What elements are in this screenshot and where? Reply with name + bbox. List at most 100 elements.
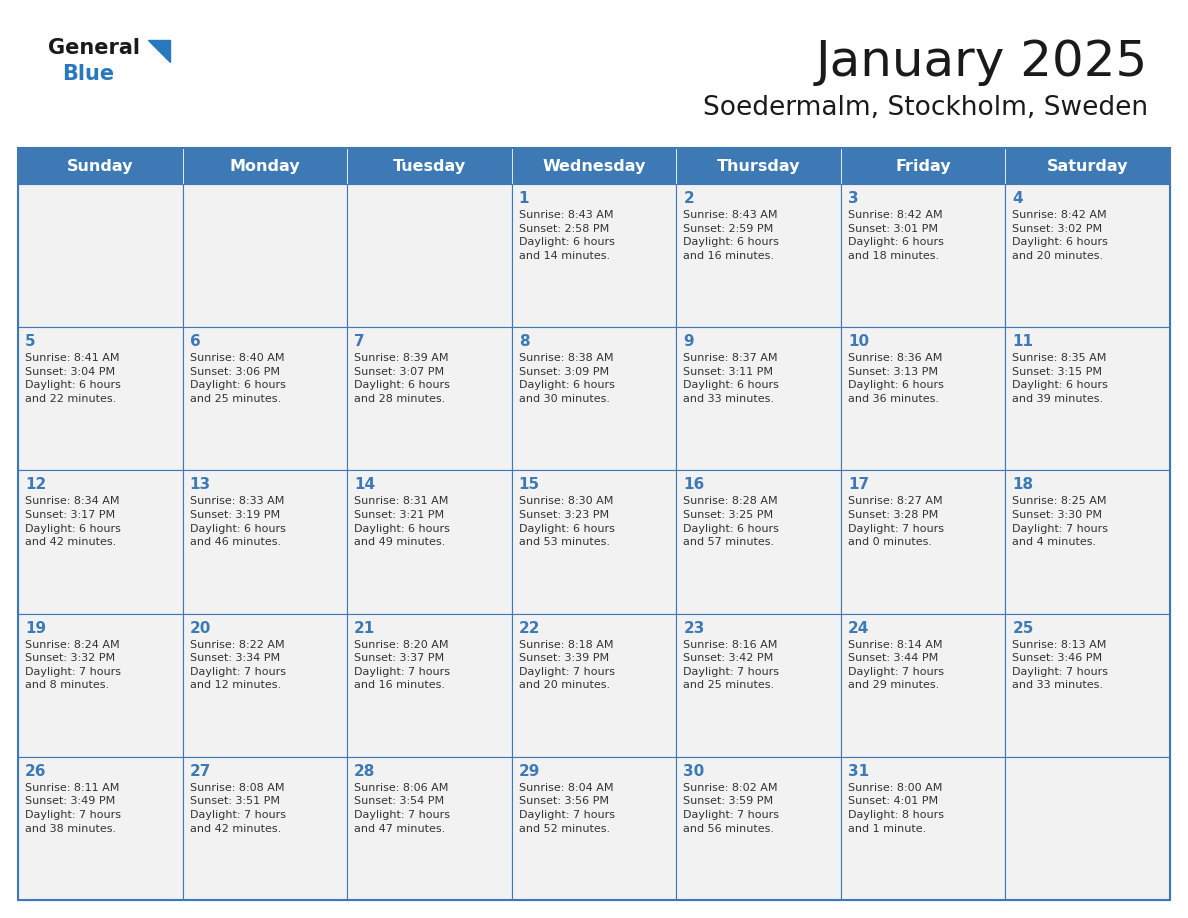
Bar bbox=[1005, 148, 1170, 184]
Text: Sunrise: 8:35 AM
Sunset: 3:15 PM
Daylight: 6 hours
and 39 minutes.: Sunrise: 8:35 AM Sunset: 3:15 PM Dayligh… bbox=[1012, 353, 1108, 404]
Text: Sunrise: 8:40 AM
Sunset: 3:06 PM
Daylight: 6 hours
and 25 minutes.: Sunrise: 8:40 AM Sunset: 3:06 PM Dayligh… bbox=[190, 353, 285, 404]
Bar bbox=[347, 613, 512, 756]
Bar bbox=[1005, 184, 1170, 327]
Text: Sunrise: 8:14 AM
Sunset: 3:44 PM
Daylight: 7 hours
and 29 minutes.: Sunrise: 8:14 AM Sunset: 3:44 PM Dayligh… bbox=[848, 640, 943, 690]
Bar bbox=[841, 184, 1005, 327]
Text: Sunrise: 8:34 AM
Sunset: 3:17 PM
Daylight: 6 hours
and 42 minutes.: Sunrise: 8:34 AM Sunset: 3:17 PM Dayligh… bbox=[25, 497, 121, 547]
Text: 15: 15 bbox=[519, 477, 539, 492]
Text: Thursday: Thursday bbox=[716, 159, 801, 174]
Text: Soedermalm, Stockholm, Sweden: Soedermalm, Stockholm, Sweden bbox=[703, 95, 1148, 121]
Text: Sunrise: 8:25 AM
Sunset: 3:30 PM
Daylight: 7 hours
and 4 minutes.: Sunrise: 8:25 AM Sunset: 3:30 PM Dayligh… bbox=[1012, 497, 1108, 547]
Text: Sunrise: 8:39 AM
Sunset: 3:07 PM
Daylight: 6 hours
and 28 minutes.: Sunrise: 8:39 AM Sunset: 3:07 PM Dayligh… bbox=[354, 353, 450, 404]
Text: Sunrise: 8:42 AM
Sunset: 3:01 PM
Daylight: 6 hours
and 18 minutes.: Sunrise: 8:42 AM Sunset: 3:01 PM Dayligh… bbox=[848, 210, 943, 261]
Text: Sunrise: 8:31 AM
Sunset: 3:21 PM
Daylight: 6 hours
and 49 minutes.: Sunrise: 8:31 AM Sunset: 3:21 PM Dayligh… bbox=[354, 497, 450, 547]
Text: Sunrise: 8:08 AM
Sunset: 3:51 PM
Daylight: 7 hours
and 42 minutes.: Sunrise: 8:08 AM Sunset: 3:51 PM Dayligh… bbox=[190, 783, 285, 834]
Text: Sunrise: 8:13 AM
Sunset: 3:46 PM
Daylight: 7 hours
and 33 minutes.: Sunrise: 8:13 AM Sunset: 3:46 PM Dayligh… bbox=[1012, 640, 1108, 690]
Bar bbox=[183, 470, 347, 613]
Text: General: General bbox=[48, 38, 140, 58]
Text: 23: 23 bbox=[683, 621, 704, 635]
Bar bbox=[18, 184, 183, 327]
Text: Sunrise: 8:42 AM
Sunset: 3:02 PM
Daylight: 6 hours
and 20 minutes.: Sunrise: 8:42 AM Sunset: 3:02 PM Dayligh… bbox=[1012, 210, 1108, 261]
Text: 13: 13 bbox=[190, 477, 210, 492]
Bar bbox=[183, 327, 347, 470]
Text: Sunrise: 8:27 AM
Sunset: 3:28 PM
Daylight: 7 hours
and 0 minutes.: Sunrise: 8:27 AM Sunset: 3:28 PM Dayligh… bbox=[848, 497, 943, 547]
Bar bbox=[18, 148, 1170, 900]
Text: 29: 29 bbox=[519, 764, 541, 778]
Text: 30: 30 bbox=[683, 764, 704, 778]
Text: Friday: Friday bbox=[896, 159, 950, 174]
Bar bbox=[676, 148, 841, 184]
Text: Sunrise: 8:11 AM
Sunset: 3:49 PM
Daylight: 7 hours
and 38 minutes.: Sunrise: 8:11 AM Sunset: 3:49 PM Dayligh… bbox=[25, 783, 121, 834]
Text: 8: 8 bbox=[519, 334, 530, 349]
Bar bbox=[676, 184, 841, 327]
Bar bbox=[512, 184, 676, 327]
Text: 7: 7 bbox=[354, 334, 365, 349]
Text: Sunrise: 8:41 AM
Sunset: 3:04 PM
Daylight: 6 hours
and 22 minutes.: Sunrise: 8:41 AM Sunset: 3:04 PM Dayligh… bbox=[25, 353, 121, 404]
Text: 22: 22 bbox=[519, 621, 541, 635]
Bar bbox=[347, 148, 512, 184]
Text: 4: 4 bbox=[1012, 191, 1023, 206]
Text: 11: 11 bbox=[1012, 334, 1034, 349]
Polygon shape bbox=[148, 40, 170, 62]
Text: Sunrise: 8:02 AM
Sunset: 3:59 PM
Daylight: 7 hours
and 56 minutes.: Sunrise: 8:02 AM Sunset: 3:59 PM Dayligh… bbox=[683, 783, 779, 834]
Text: Sunrise: 8:43 AM
Sunset: 2:59 PM
Daylight: 6 hours
and 16 minutes.: Sunrise: 8:43 AM Sunset: 2:59 PM Dayligh… bbox=[683, 210, 779, 261]
Bar bbox=[841, 756, 1005, 900]
Bar bbox=[347, 470, 512, 613]
Text: 27: 27 bbox=[190, 764, 211, 778]
Bar bbox=[1005, 613, 1170, 756]
Bar bbox=[676, 470, 841, 613]
Bar bbox=[1005, 470, 1170, 613]
Text: 25: 25 bbox=[1012, 621, 1034, 635]
Bar bbox=[512, 756, 676, 900]
Text: 17: 17 bbox=[848, 477, 868, 492]
Text: Blue: Blue bbox=[62, 64, 114, 84]
Text: Saturday: Saturday bbox=[1047, 159, 1129, 174]
Text: Sunrise: 8:20 AM
Sunset: 3:37 PM
Daylight: 7 hours
and 16 minutes.: Sunrise: 8:20 AM Sunset: 3:37 PM Dayligh… bbox=[354, 640, 450, 690]
Text: 1: 1 bbox=[519, 191, 529, 206]
Text: 12: 12 bbox=[25, 477, 46, 492]
Text: 24: 24 bbox=[848, 621, 870, 635]
Bar bbox=[18, 756, 183, 900]
Bar bbox=[347, 184, 512, 327]
Bar bbox=[841, 470, 1005, 613]
Bar bbox=[676, 613, 841, 756]
Text: Sunrise: 8:16 AM
Sunset: 3:42 PM
Daylight: 7 hours
and 25 minutes.: Sunrise: 8:16 AM Sunset: 3:42 PM Dayligh… bbox=[683, 640, 779, 690]
Text: 16: 16 bbox=[683, 477, 704, 492]
Bar bbox=[512, 148, 676, 184]
Text: 18: 18 bbox=[1012, 477, 1034, 492]
Bar bbox=[1005, 756, 1170, 900]
Text: 20: 20 bbox=[190, 621, 211, 635]
Text: Sunday: Sunday bbox=[67, 159, 133, 174]
Bar bbox=[18, 613, 183, 756]
Text: 19: 19 bbox=[25, 621, 46, 635]
Text: 31: 31 bbox=[848, 764, 868, 778]
Text: 9: 9 bbox=[683, 334, 694, 349]
Text: Sunrise: 8:06 AM
Sunset: 3:54 PM
Daylight: 7 hours
and 47 minutes.: Sunrise: 8:06 AM Sunset: 3:54 PM Dayligh… bbox=[354, 783, 450, 834]
Bar bbox=[18, 470, 183, 613]
Bar bbox=[18, 148, 183, 184]
Bar bbox=[183, 148, 347, 184]
Text: 3: 3 bbox=[848, 191, 859, 206]
Text: Sunrise: 8:22 AM
Sunset: 3:34 PM
Daylight: 7 hours
and 12 minutes.: Sunrise: 8:22 AM Sunset: 3:34 PM Dayligh… bbox=[190, 640, 285, 690]
Text: Sunrise: 8:18 AM
Sunset: 3:39 PM
Daylight: 7 hours
and 20 minutes.: Sunrise: 8:18 AM Sunset: 3:39 PM Dayligh… bbox=[519, 640, 614, 690]
Text: January 2025: January 2025 bbox=[816, 38, 1148, 86]
Bar bbox=[512, 613, 676, 756]
Text: 14: 14 bbox=[354, 477, 375, 492]
Text: Monday: Monday bbox=[229, 159, 301, 174]
Bar bbox=[183, 184, 347, 327]
Text: Sunrise: 8:38 AM
Sunset: 3:09 PM
Daylight: 6 hours
and 30 minutes.: Sunrise: 8:38 AM Sunset: 3:09 PM Dayligh… bbox=[519, 353, 614, 404]
Bar bbox=[676, 327, 841, 470]
Bar bbox=[1005, 327, 1170, 470]
Text: 28: 28 bbox=[354, 764, 375, 778]
Text: 6: 6 bbox=[190, 334, 201, 349]
Bar bbox=[347, 756, 512, 900]
Bar bbox=[512, 327, 676, 470]
Text: 5: 5 bbox=[25, 334, 36, 349]
Bar bbox=[183, 613, 347, 756]
Bar bbox=[183, 756, 347, 900]
Bar bbox=[18, 327, 183, 470]
Bar bbox=[512, 470, 676, 613]
Text: Tuesday: Tuesday bbox=[393, 159, 466, 174]
Text: 2: 2 bbox=[683, 191, 694, 206]
Text: Sunrise: 8:33 AM
Sunset: 3:19 PM
Daylight: 6 hours
and 46 minutes.: Sunrise: 8:33 AM Sunset: 3:19 PM Dayligh… bbox=[190, 497, 285, 547]
